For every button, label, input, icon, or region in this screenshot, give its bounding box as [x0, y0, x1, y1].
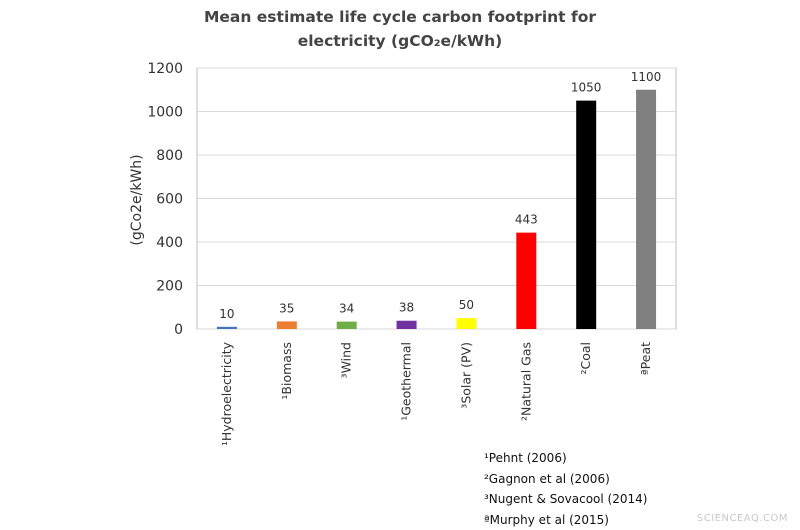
bar [636, 89, 657, 329]
chart-title-line-2: electricity (gCO₂e/kWh) [297, 32, 503, 50]
category-label: ³Solar (PV) [458, 342, 473, 409]
data-label: 34 [339, 302, 354, 316]
category-label: ³Wind [339, 342, 354, 378]
category-label: ²Coal [578, 342, 593, 375]
bar [516, 232, 537, 329]
data-label: 443 [515, 213, 538, 227]
y-tick-label: 800 [156, 148, 183, 164]
y-tick-label: 0 [174, 322, 183, 338]
y-tick-label: 1200 [147, 61, 183, 77]
category-label: ²Natural Gas [518, 342, 533, 421]
reference-murphy: ªMurphy et al (2015) [484, 512, 609, 527]
y-tick-label: 1000 [147, 105, 183, 121]
data-label: 10 [219, 307, 234, 321]
bar [216, 326, 237, 329]
y-axis-label: (gCo2e/kWh) [129, 154, 145, 245]
category-label: ¹Hydroelectricity [219, 341, 234, 446]
references-list: ¹Pehnt (2006) ²Gagnon et al (2006) ³Nuge… [484, 448, 647, 530]
bar [336, 321, 357, 329]
data-label: 35 [279, 301, 294, 315]
y-tick-label: 200 [156, 279, 183, 295]
data-label: 1100 [631, 70, 662, 84]
bar [576, 100, 597, 329]
category-label: ªPeat [638, 342, 653, 375]
bar [276, 321, 297, 329]
chart-title-line-1: Mean estimate life cycle carbon footprin… [203, 8, 597, 26]
reference-nugent-sovacool: ³Nugent & Sovacool (2014) [484, 492, 648, 506]
data-label: 1050 [571, 81, 602, 95]
watermark: SCIENCEAQ.COM [696, 513, 788, 524]
bar [456, 318, 477, 329]
bar [396, 320, 417, 329]
y-tick-label: 400 [156, 235, 183, 251]
data-label: 38 [399, 301, 414, 315]
y-tick-label: 600 [156, 192, 183, 208]
reference-gagnon: ²Gagnon et al (2006) [484, 471, 610, 486]
category-label: ¹Biomass [279, 342, 294, 400]
category-label: ¹Geothermal [399, 342, 414, 421]
reference-pehnt: ¹Pehnt (2006) [484, 451, 567, 465]
data-label: 50 [459, 298, 474, 312]
